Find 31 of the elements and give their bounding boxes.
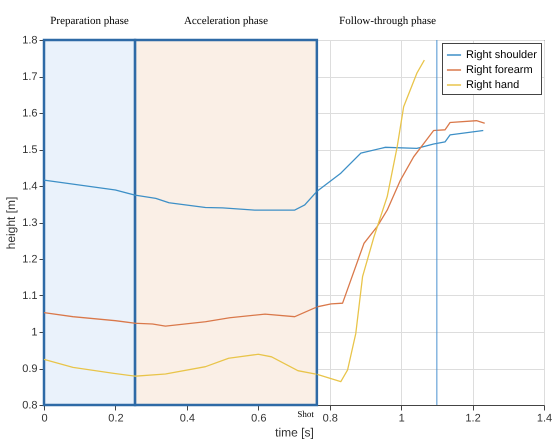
- y-tick-label: 0.9: [22, 363, 38, 375]
- y-tick-label: 1: [31, 326, 38, 338]
- line-series: [43, 120, 486, 327]
- y-tick-label: 1.5: [22, 144, 38, 156]
- x-axis-title: time [s]: [275, 426, 314, 440]
- band-label: Preparation phase: [50, 15, 129, 27]
- y-tick-label: 0.8: [22, 400, 38, 412]
- line-series: [43, 130, 484, 211]
- x-tick-label: 0.6: [251, 412, 266, 424]
- text: Follow-through phase: [339, 15, 436, 27]
- x-tick-label: 0.2: [108, 412, 124, 424]
- x-tick-label: 0.4: [180, 412, 196, 424]
- y-tick-label: 1.1: [22, 290, 38, 302]
- y-tick-label: 1.4: [22, 180, 38, 192]
- band-label: Acceleration phase: [184, 15, 268, 27]
- y-tick-label: 1.6: [22, 108, 38, 120]
- x-tick-label: 1.2: [465, 412, 481, 424]
- x-tick-label: 0: [41, 412, 48, 424]
- y-tick-label: 1.2: [22, 254, 38, 266]
- y-tick-label: 1.8: [22, 34, 38, 46]
- y-axis-title: height [m]: [4, 196, 18, 250]
- legend-label: Right forearm: [466, 64, 533, 76]
- line-series: [43, 59, 426, 382]
- x-tick-label: 0.8: [322, 412, 338, 424]
- y-tick-label: 1.7: [22, 71, 38, 83]
- x-tick-label: 1.4: [536, 412, 552, 424]
- legend-label: Right hand: [466, 79, 520, 91]
- ref-line-label: Shot: [297, 409, 314, 419]
- x-tick-label: 1: [398, 412, 405, 424]
- y-tick-label: 1.3: [22, 217, 38, 229]
- legend-label: Right shoulder: [466, 49, 538, 61]
